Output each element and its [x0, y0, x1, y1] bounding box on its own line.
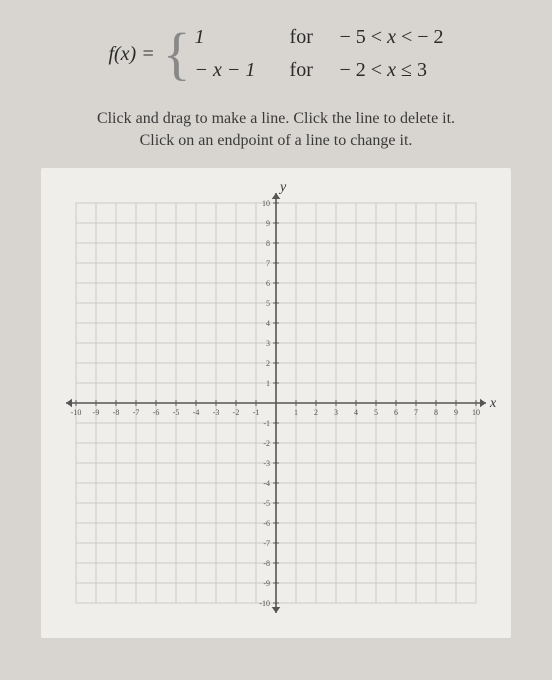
svg-text:-1: -1	[263, 419, 270, 428]
svg-text:1: 1	[266, 379, 270, 388]
svg-text:-6: -6	[263, 519, 270, 528]
formula-pieces: 1 for − 5 < x < − 2 − x − 1 for − 2 < x …	[195, 26, 444, 82]
svg-text:3: 3	[334, 408, 338, 417]
svg-text:3: 3	[266, 339, 270, 348]
svg-text:-1: -1	[253, 408, 260, 417]
svg-text:5: 5	[374, 408, 378, 417]
piece-for: for	[290, 59, 340, 82]
svg-text:-4: -4	[193, 408, 200, 417]
svg-text:-3: -3	[263, 459, 270, 468]
graph-area[interactable]: -10 -9 -8 -7 -6 -5 -4 -3 -2 -1 1 2 3 4 5 6 7 8 9 10 -10 -9 -8 -…	[41, 168, 511, 638]
instruction-line: Click on an endpoint of a line to change…	[20, 130, 532, 152]
svg-text:-8: -8	[263, 559, 270, 568]
svg-text:8: 8	[266, 239, 270, 248]
piece-expr: 1	[195, 26, 290, 49]
svg-text:4: 4	[354, 408, 358, 417]
svg-text:1: 1	[294, 408, 298, 417]
svg-text:-9: -9	[263, 579, 270, 588]
piece-cond: − 5 < x < − 2	[340, 26, 444, 49]
svg-text:-10: -10	[71, 408, 82, 417]
piece-expr: − x − 1	[195, 59, 290, 82]
svg-text:y: y	[278, 180, 287, 195]
svg-text:-5: -5	[263, 499, 270, 508]
svg-text:9: 9	[266, 219, 270, 228]
svg-text:10: 10	[472, 408, 480, 417]
formula-lhs: f(x) =	[108, 43, 154, 66]
piece-row: − x − 1 for − 2 < x ≤ 3	[195, 59, 444, 82]
svg-text:-7: -7	[133, 408, 140, 417]
svg-text:9: 9	[454, 408, 458, 417]
svg-text:6: 6	[394, 408, 398, 417]
svg-text:7: 7	[414, 408, 418, 417]
svg-text:7: 7	[266, 259, 270, 268]
instruction-line: Click and drag to make a line. Click the…	[20, 108, 532, 130]
svg-text:2: 2	[266, 359, 270, 368]
graph-container: -10 -9 -8 -7 -6 -5 -4 -3 -2 -1 1 2 3 4 5 6 7 8 9 10 -10 -9 -8 -…	[20, 168, 532, 638]
svg-text:-8: -8	[113, 408, 120, 417]
svg-text:-10: -10	[259, 599, 270, 608]
svg-text:-3: -3	[213, 408, 220, 417]
svg-text:-7: -7	[263, 539, 270, 548]
svg-text:2: 2	[314, 408, 318, 417]
svg-text:-6: -6	[153, 408, 160, 417]
svg-text:-4: -4	[263, 479, 270, 488]
piece-for: for	[290, 26, 340, 49]
svg-text:4: 4	[266, 319, 270, 328]
piece-row: 1 for − 5 < x < − 2	[195, 26, 444, 49]
svg-text:-2: -2	[263, 439, 270, 448]
instructions: Click and drag to make a line. Click the…	[20, 108, 532, 153]
svg-text:5: 5	[266, 299, 270, 308]
svg-text:10: 10	[262, 199, 270, 208]
svg-text:-5: -5	[173, 408, 180, 417]
piece-cond: − 2 < x ≤ 3	[340, 59, 427, 82]
brace: {	[163, 25, 191, 83]
svg-text:6: 6	[266, 279, 270, 288]
svg-text:x: x	[489, 396, 497, 411]
svg-text:-2: -2	[233, 408, 240, 417]
svg-text:-9: -9	[93, 408, 100, 417]
cartesian-grid[interactable]: -10 -9 -8 -7 -6 -5 -4 -3 -2 -1 1 2 3 4 5 6 7 8 9 10 -10 -9 -8 -…	[41, 168, 511, 638]
piecewise-formula: f(x) = { 1 for − 5 < x < − 2 − x − 1 for…	[20, 25, 532, 83]
svg-text:8: 8	[434, 408, 438, 417]
